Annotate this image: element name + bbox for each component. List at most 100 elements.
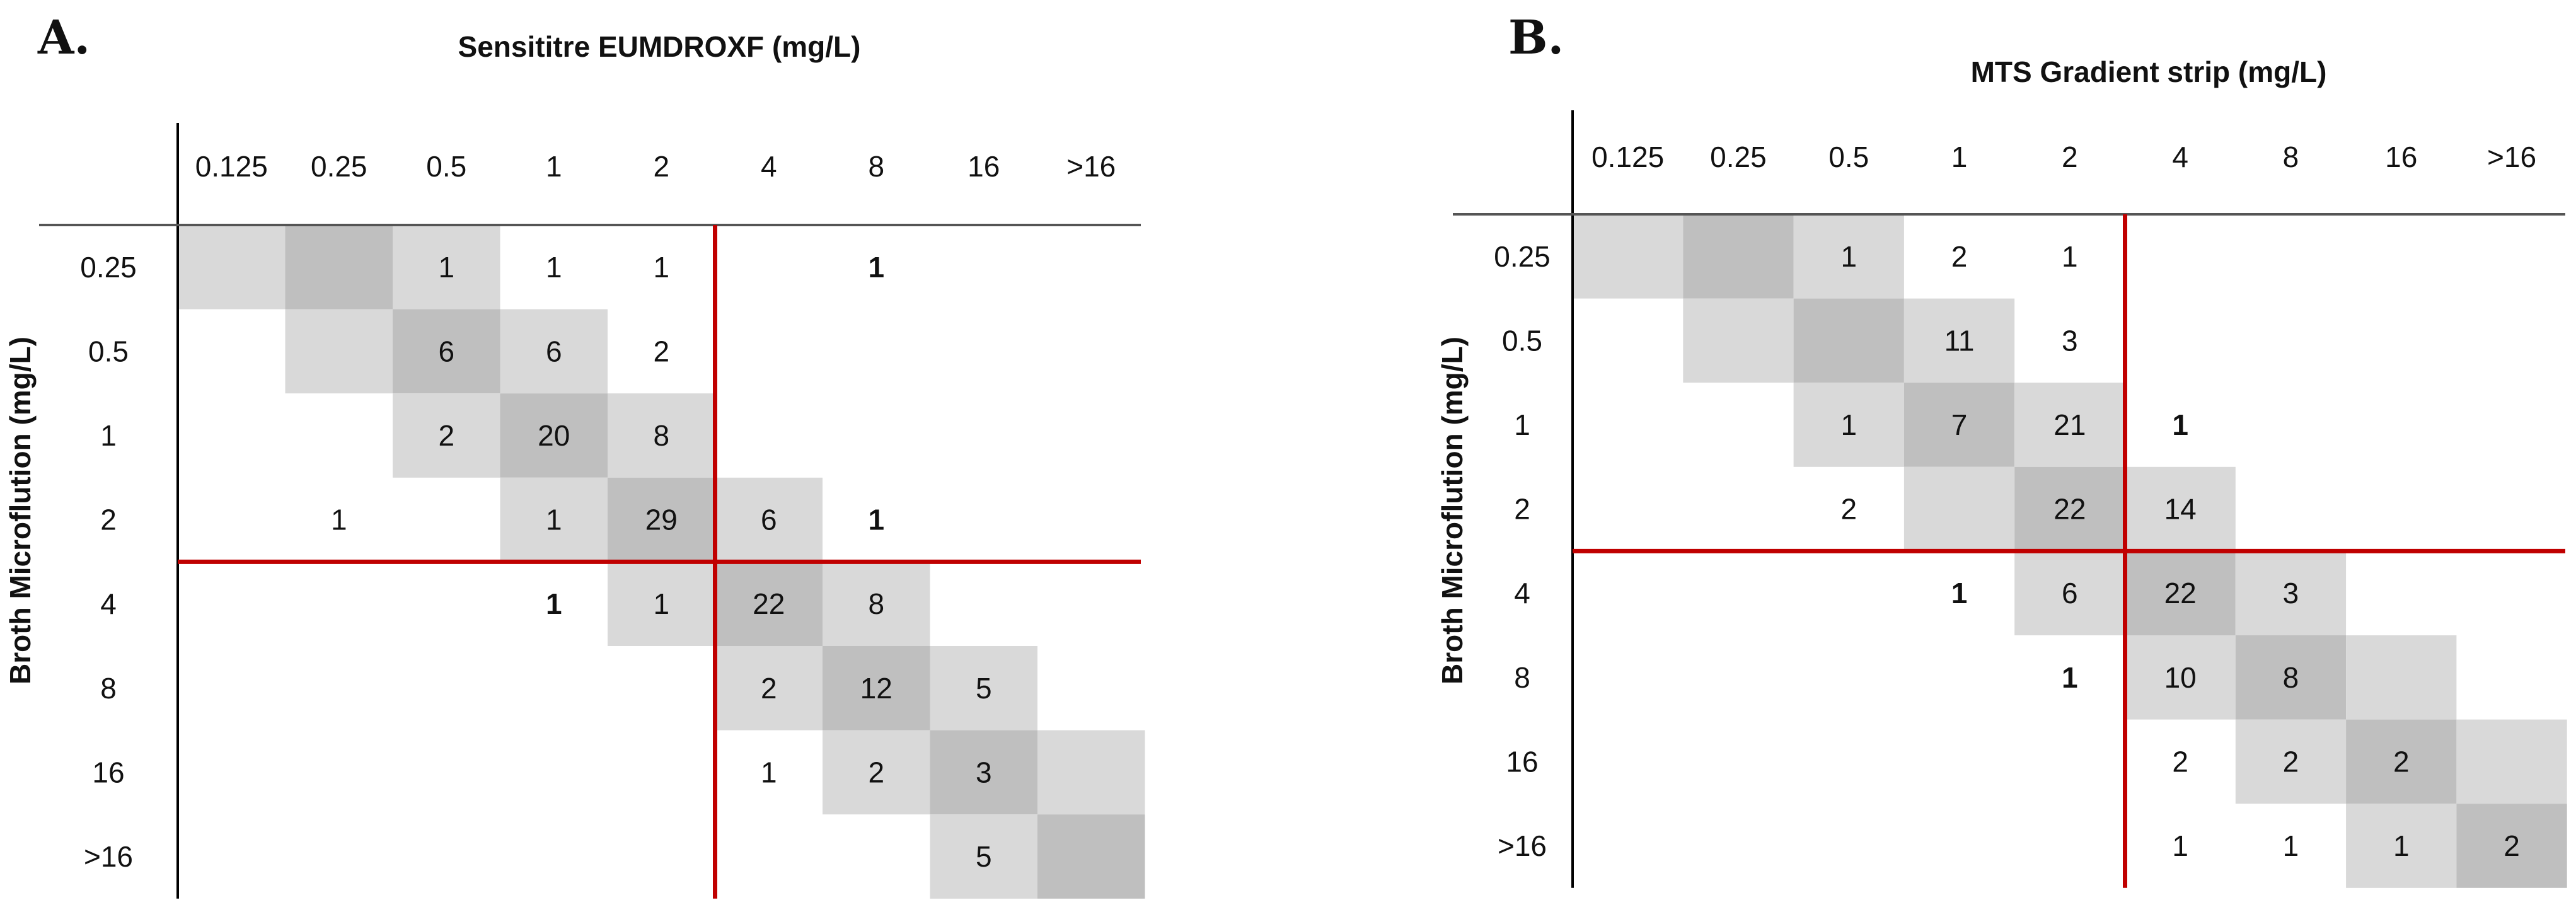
cell-count-label: 10 xyxy=(2164,661,2197,694)
column-tick-label: 4 xyxy=(2172,141,2188,173)
shaded-cell xyxy=(2346,804,2457,888)
cell-count-label: 21 xyxy=(2053,408,2086,441)
column-tick-label: >16 xyxy=(2487,141,2536,173)
shaded-cell xyxy=(500,393,608,478)
row-tick-label: 4 xyxy=(1514,577,1530,609)
shaded-cell xyxy=(930,646,1037,730)
cell-count-label: 1 xyxy=(653,587,669,620)
row-tick-label: 4 xyxy=(100,587,117,620)
shaded-cell xyxy=(1573,214,1684,299)
shaded-cell xyxy=(2235,719,2347,804)
shaded-cell xyxy=(178,225,286,309)
row-tick-label: 8 xyxy=(100,672,117,705)
y-axis-title: Broth Microflution (mg/L) xyxy=(4,337,37,684)
cell-count-label: 1 xyxy=(1840,408,1857,441)
shaded-cell xyxy=(393,393,500,478)
shaded-cell xyxy=(608,393,715,478)
cell-count-label: 1 xyxy=(438,251,454,284)
shaded-cell xyxy=(1793,383,1904,467)
column-tick-label: >16 xyxy=(1066,150,1116,183)
row-tick-label: 0.25 xyxy=(1494,240,1551,273)
column-tick-label: 0.5 xyxy=(1828,141,1869,173)
row-tick-label: 16 xyxy=(1506,745,1538,778)
cell-count-label: 7 xyxy=(1951,408,1968,441)
cell-count-label: 1 xyxy=(546,504,562,536)
chart-title: MTS Gradient strip (mg/L) xyxy=(1971,55,2327,88)
y-axis-title: Broth Microflution (mg/L) xyxy=(1436,337,1469,684)
shaded-cell xyxy=(285,309,393,394)
chart-title: Sensititre EUMDROXF (mg/L) xyxy=(458,30,861,63)
cell-count-label: 2 xyxy=(438,419,454,452)
cell-count-label: 3 xyxy=(976,756,992,788)
shaded-cell xyxy=(823,562,930,646)
shaded-cell xyxy=(2125,635,2236,720)
shaded-cell xyxy=(1903,383,2015,467)
shaded-cell xyxy=(715,562,823,646)
column-tick-label: 0.25 xyxy=(311,150,367,183)
shaded-cell xyxy=(715,646,823,730)
shaded-cell xyxy=(2125,466,2236,551)
row-tick-label: 0.25 xyxy=(80,251,137,284)
shaded-cell xyxy=(1037,814,1145,899)
column-tick-label: 0.125 xyxy=(195,150,268,183)
cell-count-label: 6 xyxy=(2062,577,2078,609)
shaded-cell xyxy=(500,309,608,394)
shaded-cell xyxy=(823,646,930,730)
cell-count-label: 2 xyxy=(2393,745,2410,778)
column-tick-label: 0.5 xyxy=(426,150,466,183)
cell-count-label: 20 xyxy=(538,419,570,452)
cell-count-label: 3 xyxy=(2283,577,2299,609)
column-tick-label: 8 xyxy=(2283,141,2299,173)
panel-label: A. xyxy=(37,11,90,65)
column-tick-label: 16 xyxy=(2385,141,2417,173)
column-tick-label: 8 xyxy=(868,150,884,183)
row-tick-label: 0.5 xyxy=(88,335,129,367)
row-tick-label: 8 xyxy=(1514,661,1530,694)
row-tick-label: 16 xyxy=(92,756,124,788)
cell-count-label: 1 xyxy=(2172,408,2188,441)
column-tick-label: 4 xyxy=(761,150,777,183)
row-tick-label: 2 xyxy=(100,504,117,536)
cell-count-label: 22 xyxy=(753,587,785,620)
cell-count-label: 5 xyxy=(976,672,992,705)
cell-count-label: 1 xyxy=(331,504,347,536)
column-tick-label: 1 xyxy=(546,150,562,183)
cell-count-label: 1 xyxy=(1951,577,1968,609)
cell-count-label: 8 xyxy=(653,419,669,452)
cell-count-label: 2 xyxy=(868,756,884,788)
cell-count-label: 22 xyxy=(2053,493,2086,526)
column-tick-label: 2 xyxy=(2062,141,2078,173)
shaded-cell xyxy=(608,477,715,562)
cell-count-label: 6 xyxy=(761,504,777,536)
shaded-cell xyxy=(1903,298,2015,383)
cell-count-label: 1 xyxy=(1840,240,1857,273)
cell-count-label: 1 xyxy=(868,504,884,536)
shaded-cell xyxy=(2235,635,2347,720)
shaded-cell xyxy=(1793,214,1904,299)
shaded-cell xyxy=(2235,551,2347,635)
cell-count-label: 1 xyxy=(653,251,669,284)
shaded-cell xyxy=(2014,466,2125,551)
cell-count-label: 1 xyxy=(2172,829,2188,862)
row-tick-label: 2 xyxy=(1514,493,1530,526)
cell-count-label: 12 xyxy=(860,672,892,705)
cell-count-label: 2 xyxy=(653,335,669,367)
row-tick-label: 0.5 xyxy=(1502,324,1542,357)
row-tick-label: 1 xyxy=(1514,408,1530,441)
shaded-cell xyxy=(823,730,930,815)
shaded-cell xyxy=(715,477,823,562)
cell-count-label: 11 xyxy=(1944,324,1975,357)
shaded-cell xyxy=(1037,730,1145,815)
cell-count-label: 8 xyxy=(2283,661,2299,694)
column-tick-label: 2 xyxy=(653,150,669,183)
cell-count-label: 6 xyxy=(438,335,454,367)
cell-count-label: 2 xyxy=(761,672,777,705)
shaded-cell xyxy=(500,477,608,562)
column-tick-label: 0.25 xyxy=(1710,141,1767,173)
cell-count-label: 3 xyxy=(2062,324,2078,357)
cell-count-label: 1 xyxy=(2062,661,2078,694)
shaded-cell xyxy=(930,814,1037,899)
panel-a: A. Sensititre EUMDROXF (mg/L) 0.125 0.25 0.5… xyxy=(4,11,1145,899)
shaded-cell xyxy=(1793,298,1904,383)
